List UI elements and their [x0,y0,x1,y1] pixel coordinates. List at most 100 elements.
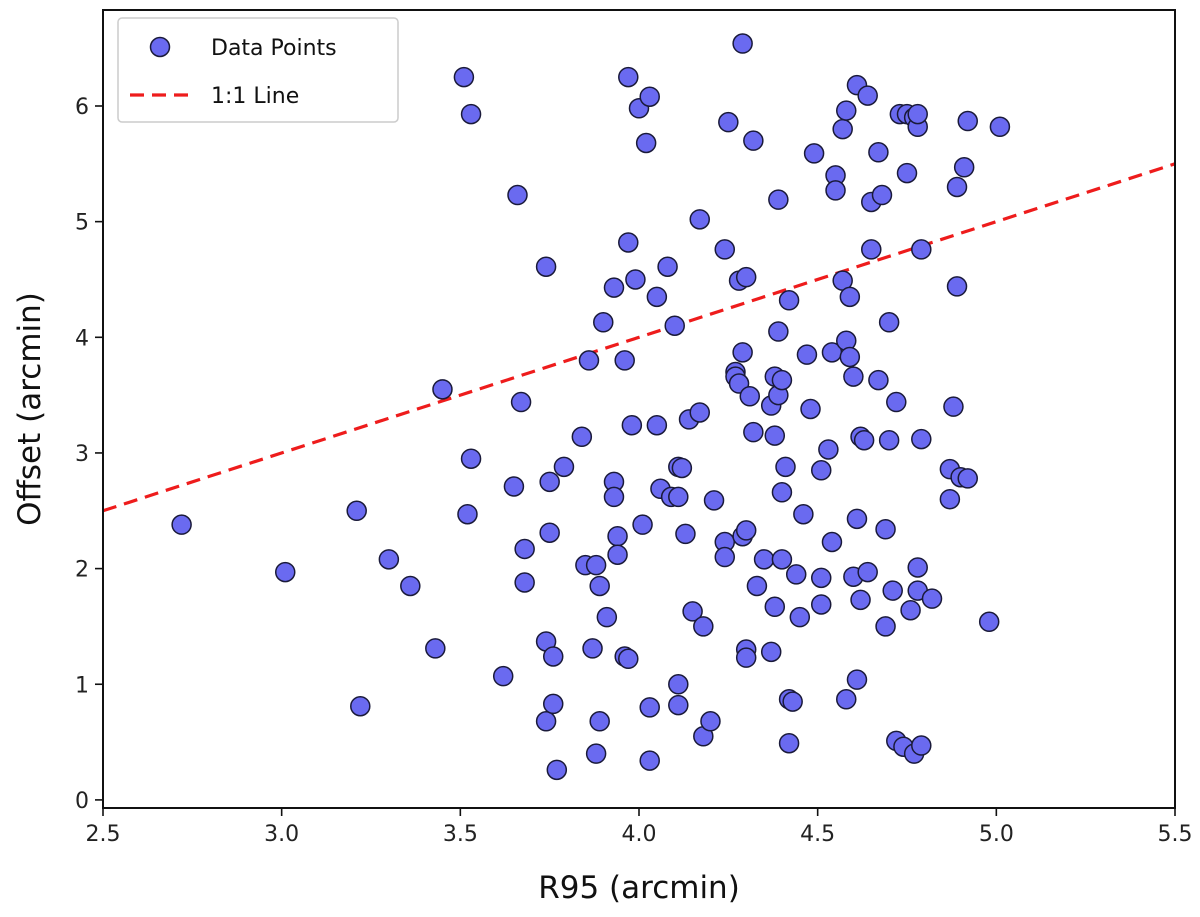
data-point [868,369,889,391]
data-point [871,184,893,206]
data-point [460,103,482,125]
data-point [718,111,739,133]
data-point [703,490,725,511]
data-point [542,646,564,667]
data-point [646,414,668,436]
data-point [957,110,978,132]
y-tick-label: 0 [75,789,89,814]
data-point [743,130,764,151]
data-point [460,448,482,469]
data-point [810,567,832,589]
data-point [839,286,861,308]
data-point [632,514,653,535]
data-point [793,503,814,525]
data-point [760,641,782,663]
data-point [507,184,528,206]
data-point [350,695,371,717]
data-point [861,239,882,260]
data-point [657,256,678,277]
data-point [639,697,660,718]
y-axis-label: Offset (arcmin) [12,292,48,526]
data-point [668,486,689,508]
data-point [896,162,918,184]
data-point [778,732,800,754]
data-point [943,396,964,417]
data-point [546,759,568,781]
data-point [875,616,896,637]
data-point [846,508,868,530]
data-point [607,525,628,547]
data-point [618,232,639,253]
data-point [853,429,875,451]
data-point [510,391,532,413]
data-point [911,428,932,450]
data-point [346,500,367,522]
legend-label-line: 1:1 Line [211,84,299,109]
data-point [664,315,685,336]
data-point [596,606,618,628]
data-point [618,66,639,88]
data-point [539,522,560,543]
x-tick-label: 4.0 [622,822,657,847]
data-point [800,398,821,420]
data-point [778,290,800,311]
data-point [907,103,928,125]
data-point [875,519,896,540]
y-axis-ticks: 0 1 2 3 4 5 6 [75,95,103,814]
data-point [732,342,753,363]
data-point [857,85,878,106]
y-tick-label: 3 [75,442,89,467]
data-point [939,488,961,510]
data-point [771,482,793,503]
x-tick-label: 5.5 [1158,822,1193,847]
data-point [764,596,786,618]
data-point [946,276,968,297]
data-point [771,369,793,391]
data-point [639,750,660,771]
data-point [735,520,757,541]
data-point [621,414,643,436]
data-point [978,611,1000,633]
data-point [746,575,768,597]
x-tick-label: 5.0 [979,822,1014,847]
plot-area [103,33,1175,781]
data-point [753,549,775,570]
data-point [946,176,968,198]
data-points-group [171,33,1011,781]
data-point [821,531,843,553]
data-point [743,421,764,443]
data-point [635,132,657,154]
x-axis-label: R95 (arcmin) [538,870,740,906]
data-point [700,711,721,732]
data-point [810,460,832,481]
data-point [682,601,703,622]
data-point [582,638,603,659]
data-point [503,476,525,497]
data-point [810,594,832,615]
data-point [921,588,943,609]
data-point [714,546,736,568]
y-tick-label: 4 [75,326,89,351]
data-point [535,711,557,732]
data-point [764,425,786,446]
data-point [625,269,646,290]
data-point [989,116,1011,138]
data-point [603,277,625,298]
y-tick-label: 5 [75,211,89,236]
data-point [578,350,600,371]
data-point [378,549,400,570]
data-point [553,456,575,478]
data-point [732,33,753,54]
data-point [607,544,628,565]
data-point [843,366,864,387]
data-point [535,256,557,277]
data-point [425,638,446,659]
data-point [571,426,593,448]
plot-frame [102,9,1176,809]
data-point [671,457,693,479]
data-point [850,589,871,611]
data-point [589,711,610,732]
data-point [771,549,793,570]
data-point [639,86,660,107]
data-point [539,471,560,493]
